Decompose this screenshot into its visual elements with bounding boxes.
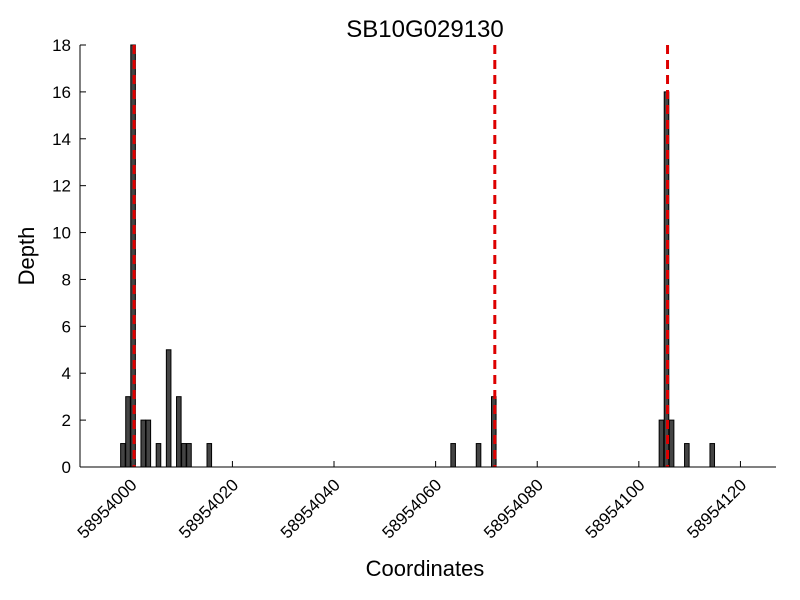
y-tick-label-5: 10 bbox=[52, 224, 71, 243]
depth-bar-14 bbox=[658, 419, 665, 468]
y-axis-label: Depth bbox=[14, 227, 39, 286]
depth-bar-7 bbox=[176, 396, 182, 468]
depth-bar-0 bbox=[120, 443, 126, 468]
y-tick-label-4: 8 bbox=[62, 270, 71, 289]
depth-bar-8 bbox=[181, 443, 187, 468]
depth-bar-12 bbox=[475, 443, 482, 468]
depth-bar-16 bbox=[668, 419, 675, 468]
markers-layer bbox=[132, 45, 670, 467]
depth-bar-5 bbox=[155, 443, 162, 468]
depth-bar-4 bbox=[145, 419, 152, 468]
y-tick-label-1: 2 bbox=[62, 411, 71, 430]
x-tick-label-0: 58954000 bbox=[74, 475, 141, 542]
x-axis-label: Coordinates bbox=[366, 556, 485, 581]
y-tick-label-8: 16 bbox=[52, 83, 71, 102]
depth-bar-3 bbox=[140, 419, 147, 468]
depth-bar-11 bbox=[450, 443, 456, 468]
depth-bar-10 bbox=[206, 443, 213, 468]
x-tick-label-1: 58954020 bbox=[175, 475, 242, 542]
depth-bar-17 bbox=[684, 443, 690, 468]
y-tick-label-0: 0 bbox=[62, 458, 71, 477]
y-tick-label-7: 14 bbox=[52, 130, 71, 149]
y-tick-label-3: 6 bbox=[62, 317, 71, 336]
depth-bar-6 bbox=[165, 349, 172, 468]
bars-layer bbox=[120, 44, 716, 468]
y-tick-label-6: 12 bbox=[52, 177, 71, 196]
x-tick-label-5: 58954100 bbox=[582, 475, 649, 542]
x-tick-label-3: 58954060 bbox=[379, 475, 446, 542]
x-tick-label-4: 58954080 bbox=[480, 475, 547, 542]
depth-bar-1 bbox=[125, 396, 131, 468]
depth-bar-18 bbox=[709, 443, 716, 468]
depth-bar-9 bbox=[186, 443, 192, 468]
chart-title: SB10G029130 bbox=[346, 16, 503, 43]
y-tick-label-2: 4 bbox=[62, 364, 71, 383]
x-tick-label-6: 58954120 bbox=[683, 475, 750, 542]
y-tick-label-9: 18 bbox=[52, 36, 71, 55]
x-tick-label-2: 58954040 bbox=[277, 475, 344, 542]
